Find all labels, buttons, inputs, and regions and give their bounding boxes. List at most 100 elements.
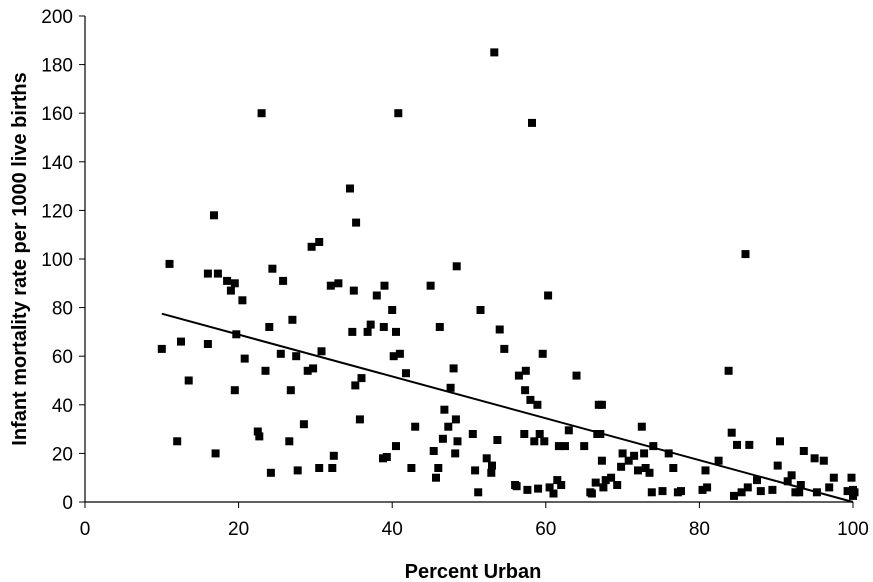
data-point	[601, 476, 610, 485]
data-point	[255, 432, 264, 441]
data-point	[658, 487, 667, 496]
data-point	[819, 456, 828, 465]
data-point	[388, 306, 397, 314]
data-point	[597, 400, 606, 409]
data-point	[444, 422, 453, 431]
data-point	[768, 485, 777, 494]
x-tick-label: 40	[382, 519, 403, 540]
data-point	[553, 476, 562, 485]
data-point	[346, 184, 354, 193]
data-point	[724, 366, 733, 375]
data-point	[787, 471, 796, 480]
data-points	[157, 48, 859, 500]
data-point	[500, 344, 509, 353]
data-point	[607, 473, 616, 482]
data-point	[587, 489, 596, 498]
data-point	[449, 364, 458, 373]
data-point	[402, 369, 410, 378]
data-point	[557, 481, 566, 489]
x-tick-label: 20	[228, 519, 249, 540]
y-tick-label: 0	[62, 493, 73, 514]
y-tick-label: 120	[41, 201, 73, 222]
x-tick-label: 80	[689, 519, 710, 540]
y-tick-label: 40	[52, 396, 73, 417]
data-point	[286, 386, 295, 395]
data-point	[366, 320, 375, 329]
data-point	[307, 242, 316, 251]
data-point	[521, 366, 530, 375]
data-point	[733, 440, 741, 449]
data-point	[703, 483, 712, 492]
data-point	[597, 456, 606, 465]
data-point	[315, 464, 324, 472]
data-point	[482, 454, 491, 463]
data-point	[240, 354, 249, 363]
data-point	[349, 286, 358, 295]
data-point	[545, 483, 554, 492]
data-point	[825, 483, 834, 492]
data-point	[265, 323, 274, 331]
data-point	[493, 436, 502, 444]
data-point	[392, 442, 400, 451]
data-point	[268, 264, 277, 273]
data-point	[528, 118, 536, 127]
data-point	[434, 464, 443, 472]
data-point	[357, 374, 366, 383]
data-point	[394, 109, 403, 118]
y-tick-label: 60	[52, 347, 73, 368]
y-tick-label: 100	[41, 250, 73, 271]
data-point	[451, 415, 460, 424]
data-point	[714, 456, 723, 465]
data-point	[520, 430, 529, 438]
data-point	[379, 323, 388, 331]
y-tick-label: 200	[41, 7, 73, 28]
data-point	[334, 279, 343, 288]
data-point	[649, 442, 658, 451]
data-point	[488, 461, 496, 470]
data-point	[664, 449, 673, 458]
data-point	[618, 449, 627, 458]
data-point	[796, 481, 805, 489]
data-point	[512, 482, 521, 491]
data-point	[535, 430, 544, 438]
data-point	[326, 281, 335, 290]
data-point	[266, 468, 275, 477]
data-point	[226, 286, 235, 295]
data-point	[843, 487, 852, 496]
data-point	[210, 211, 218, 220]
data-point	[476, 306, 485, 314]
data-point	[293, 466, 302, 475]
data-point	[279, 276, 288, 285]
data-point	[850, 488, 859, 497]
data-point	[468, 430, 477, 438]
data-point	[363, 327, 372, 336]
data-point	[451, 449, 460, 458]
x-tick-label: 100	[837, 519, 869, 540]
data-point	[165, 259, 174, 268]
data-point	[261, 366, 270, 375]
data-point	[348, 327, 357, 336]
data-point	[203, 340, 212, 348]
data-point	[446, 383, 455, 392]
x-axis-title: Percent Urban	[405, 561, 542, 582]
y-tick-label: 20	[52, 444, 73, 465]
data-point	[624, 456, 633, 465]
data-point	[203, 269, 212, 278]
data-point	[669, 464, 678, 472]
data-point	[157, 344, 166, 353]
data-point	[799, 447, 808, 455]
data-point	[630, 451, 639, 460]
data-point	[329, 451, 338, 460]
data-point	[526, 395, 535, 404]
data-point	[223, 276, 232, 285]
data-point	[538, 349, 547, 358]
data-point	[572, 371, 581, 380]
data-point	[544, 291, 553, 300]
data-point	[184, 376, 193, 385]
data-point	[315, 238, 324, 246]
data-point	[727, 428, 736, 437]
data-point	[474, 488, 483, 497]
data-point	[741, 250, 750, 259]
data-point	[795, 488, 804, 497]
